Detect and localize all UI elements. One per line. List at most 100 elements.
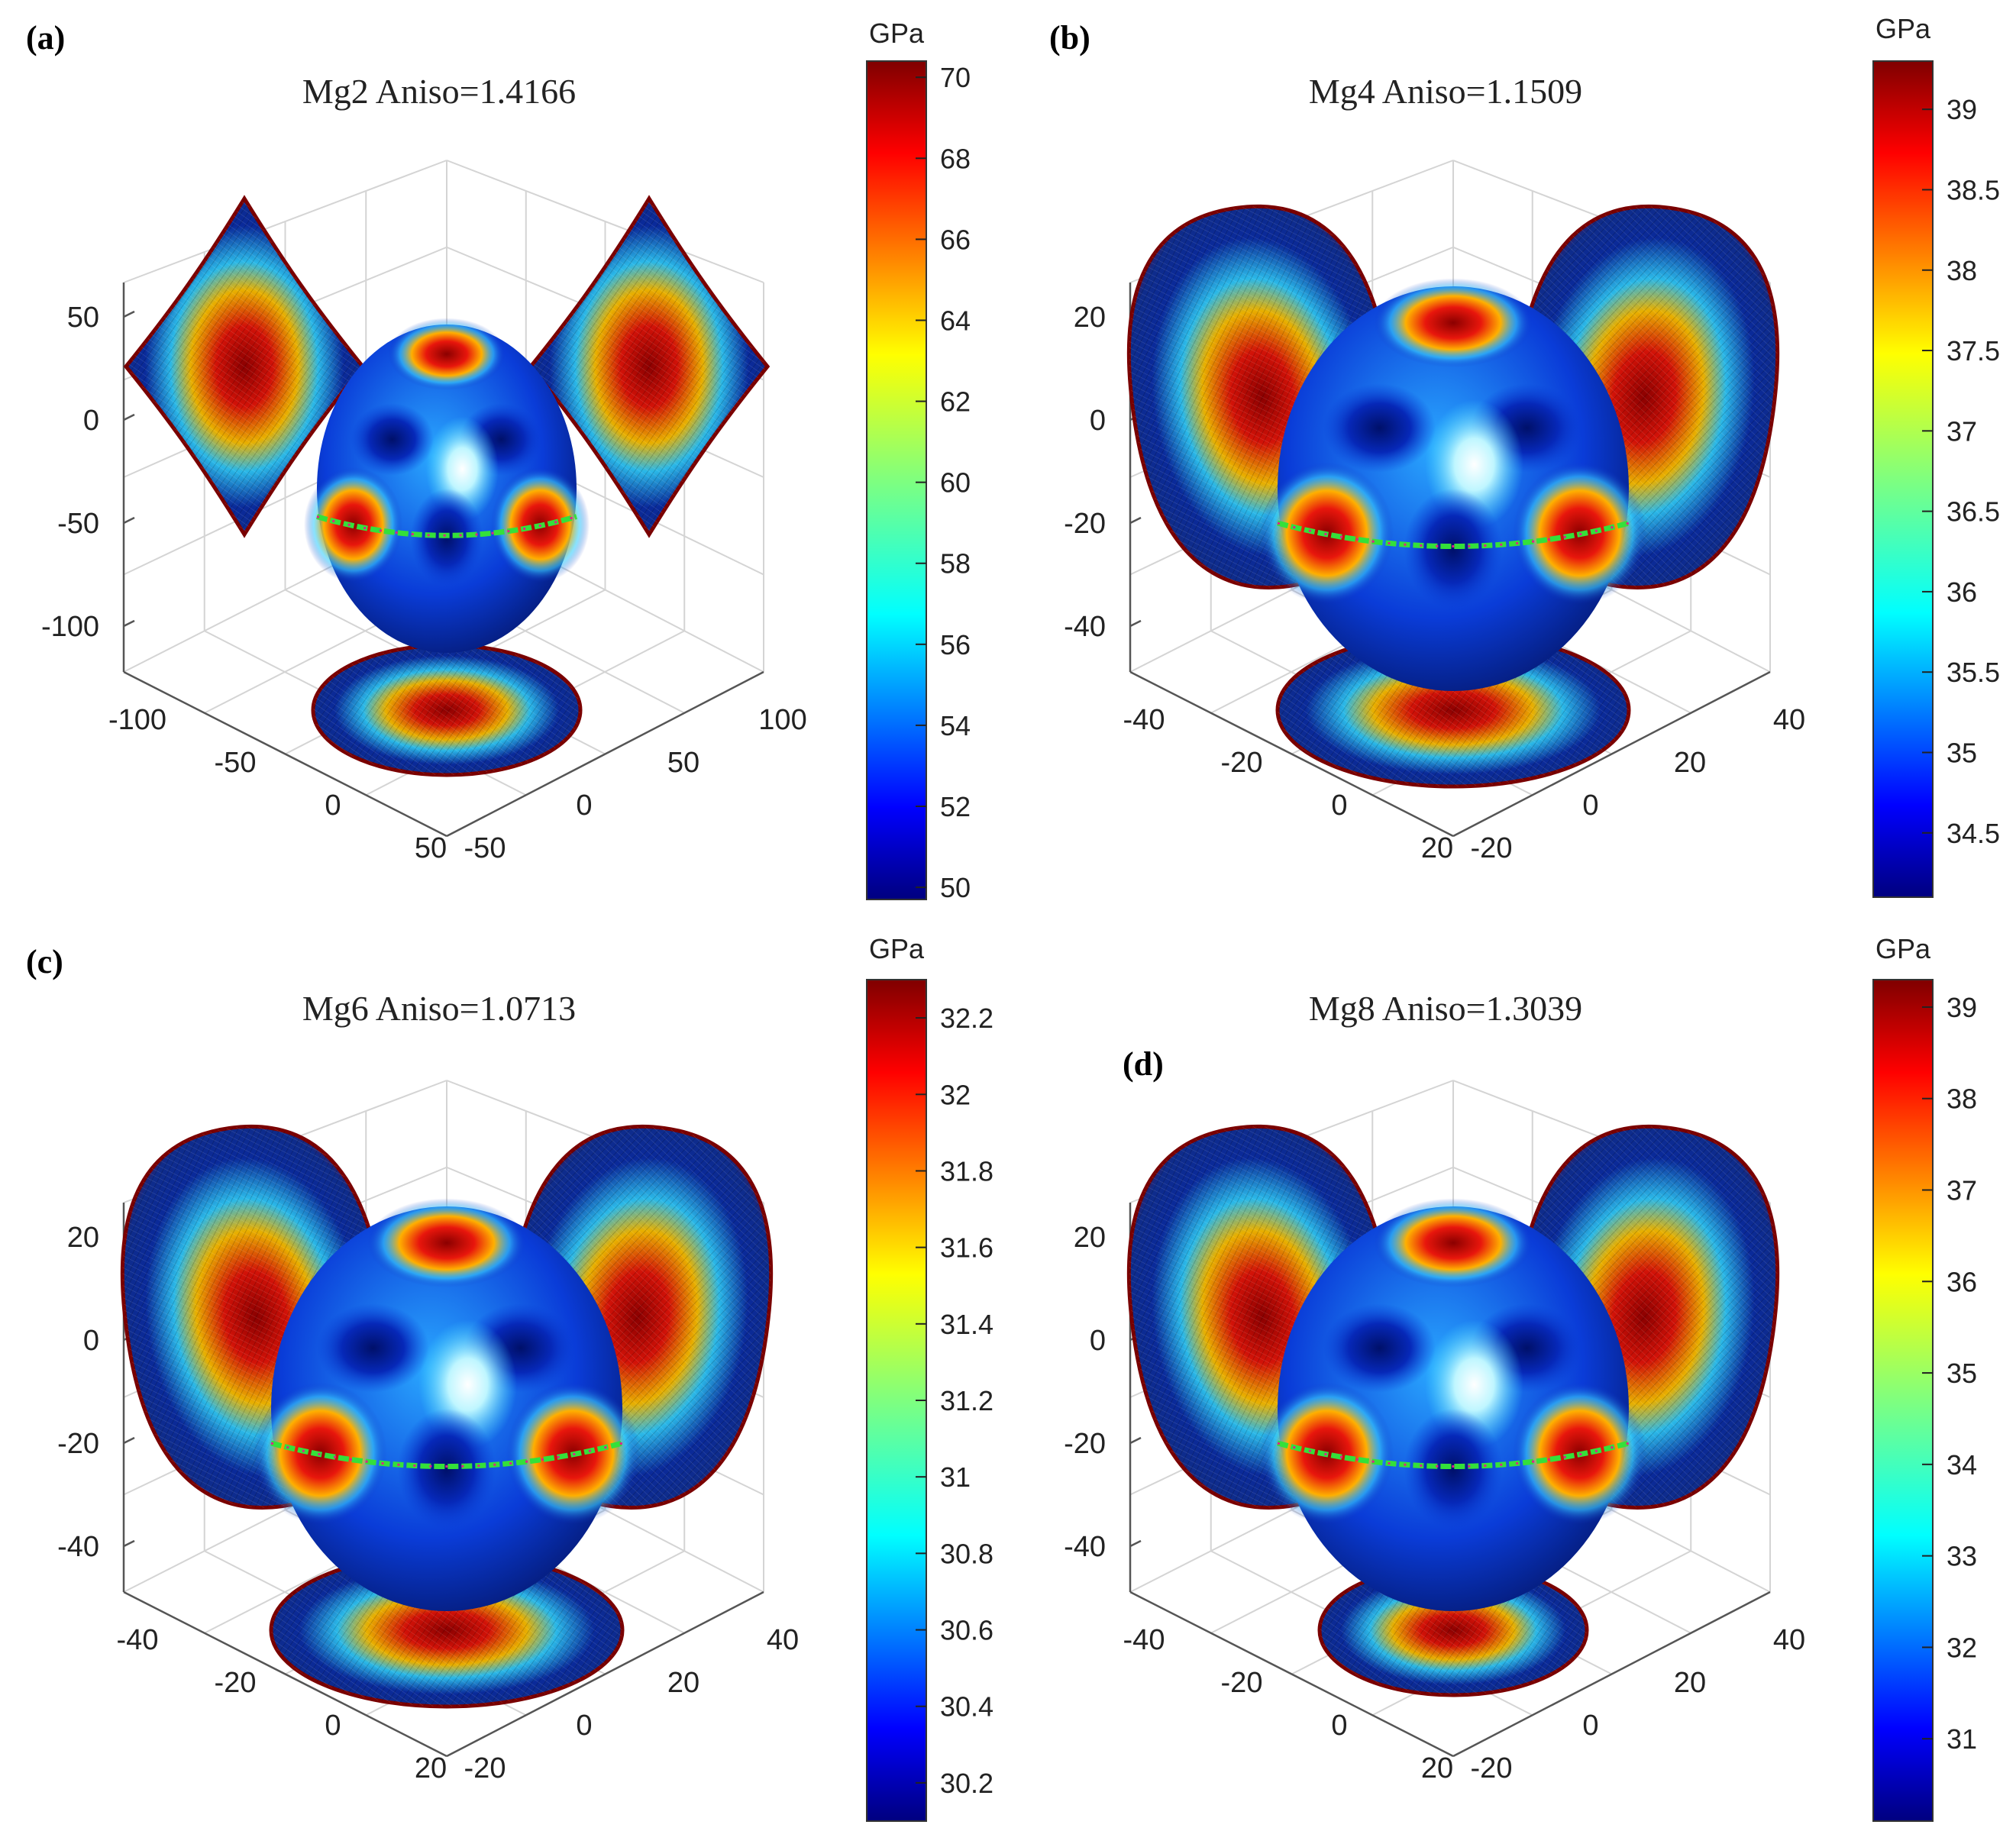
z-tick-label: 0 xyxy=(1090,405,1106,437)
panel-title: Mg4 Aniso=1.1509 xyxy=(1309,72,1582,111)
y-tick-label: 20 xyxy=(1674,1667,1706,1699)
x-tick-label: 0 xyxy=(325,790,341,822)
central-surface xyxy=(304,318,590,653)
z-tick-label: -20 xyxy=(1064,508,1106,540)
x-tick-label: -20 xyxy=(215,1667,257,1699)
colorbar-tick-label: 37 xyxy=(1947,1175,1977,1206)
panel-label: (c) xyxy=(26,943,63,980)
colorbar-tick-label: 50 xyxy=(940,872,971,903)
x-axis xyxy=(1129,1590,1454,1758)
projection-bottom xyxy=(311,643,583,777)
y-tick-label: -20 xyxy=(1471,832,1513,864)
central-surface xyxy=(254,1198,640,1611)
z-tick-label: 20 xyxy=(67,1222,99,1254)
colorbar-tick-label: 31 xyxy=(1947,1723,1977,1755)
colorbar-tick-label: 31.2 xyxy=(940,1385,993,1416)
colorbar: GPa 39 38 37 36 35 34 33 32 31 xyxy=(1872,933,1977,1822)
colorbar-tick-label: 52 xyxy=(940,791,971,822)
colorbar: GPa 39 38.5 38 37.5 37 36.5 36 35.5 35 34.5 xyxy=(1872,13,2000,898)
colorbar-tick-label: 64 xyxy=(940,305,971,336)
colorbar-tick-label: 56 xyxy=(940,629,971,660)
z-tick-label: 0 xyxy=(83,405,99,437)
panel-label: (a) xyxy=(26,19,65,57)
y-tick-label: 20 xyxy=(1674,747,1706,779)
x-axis xyxy=(123,1590,447,1758)
panel-title: Mg2 Aniso=1.4166 xyxy=(302,72,576,111)
colorbar-tick-label: 31.8 xyxy=(940,1155,993,1187)
colorbar-tick-label: 32 xyxy=(940,1079,971,1110)
colorbar-tick-label: 38.5 xyxy=(1947,174,2000,205)
colorbar-unit: GPa xyxy=(1875,933,1931,964)
z-tick-label: -100 xyxy=(41,611,99,643)
colorbar-tick-label: 39 xyxy=(1947,992,1977,1023)
panel-a: (a) Mg2 Aniso=1.4166 50 0 -50 -100 -100 -50 0 50 1… xyxy=(26,18,971,903)
z-tick-label: -40 xyxy=(57,1531,99,1563)
colorbar-tick-label: 36 xyxy=(1947,1266,1977,1297)
colorbar-tick-label: 31.6 xyxy=(940,1232,993,1264)
colorbar-tick-label: 37.5 xyxy=(1947,335,2000,367)
projection-left xyxy=(123,195,366,538)
y-tick-label: -20 xyxy=(464,1752,506,1784)
colorbar-tick-label: 36 xyxy=(1947,576,1977,608)
panel-c: (c) Mg6 Aniso=1.0713 20 0 -20 -40 -40 -20 0 20 40 2… xyxy=(26,933,993,1822)
colorbar-tick-label: 30.8 xyxy=(940,1538,993,1569)
z-tick-label: -50 xyxy=(57,508,99,540)
central-surface xyxy=(1260,1198,1646,1611)
y-axis xyxy=(446,670,764,838)
x-tick-label: 20 xyxy=(1421,1752,1453,1784)
z-tick-label: -40 xyxy=(1064,1531,1106,1563)
projection-bottom xyxy=(1317,1563,1589,1697)
colorbar-tick-label: 37 xyxy=(1947,415,1977,447)
y-tick-label: 100 xyxy=(758,704,806,736)
colorbar-unit: GPa xyxy=(869,18,925,49)
x-tick-label: 0 xyxy=(1331,790,1347,822)
x-tick-label: -20 xyxy=(1221,747,1263,779)
x-axis xyxy=(1129,670,1454,838)
colorbar: GPa 70 68 66 64 62 60 58 56 54 52 50 xyxy=(866,18,971,903)
x-tick-label: 0 xyxy=(325,1710,341,1742)
colorbar: GPa 32.2 32 31.8 31.6 31.4 31.2 31 30.8 30.6 30.4 3… xyxy=(866,933,993,1822)
central-surface xyxy=(1260,278,1646,691)
z-tick-label: -20 xyxy=(1064,1428,1106,1460)
y-axis xyxy=(1452,1590,1771,1758)
panel-title: Mg8 Aniso=1.3039 xyxy=(1309,989,1582,1028)
x-tick-label: -40 xyxy=(1123,1624,1165,1656)
y-tick-label: 40 xyxy=(1773,1624,1805,1656)
colorbar-tick-label: 54 xyxy=(940,710,971,741)
colorbar-scale xyxy=(866,60,927,900)
z-tick-label: -40 xyxy=(1064,611,1106,643)
panel-label: (b) xyxy=(1049,19,1090,57)
colorbar-tick-label: 38 xyxy=(1947,1083,1977,1115)
colorbar-tick-label: 39 xyxy=(1947,94,1977,125)
panel-b: (b) Mg4 Aniso=1.1509 20 0 -20 -40 -40 -20 0 20 40 2… xyxy=(1049,13,2000,898)
colorbar-tick-label: 35 xyxy=(1947,1358,1977,1389)
z-tick-label: -20 xyxy=(57,1428,99,1460)
colorbar-tick-label: 58 xyxy=(940,548,971,580)
y-axis xyxy=(446,1590,764,1758)
colorbar-tick-label: 33 xyxy=(1947,1541,1977,1572)
colorbar-tick-label: 35 xyxy=(1947,737,1977,768)
colorbar-scale xyxy=(1872,60,1934,898)
y-axis xyxy=(1452,670,1771,838)
colorbar-tick-label: 34.5 xyxy=(1947,818,2000,849)
colorbar-tick-label: 70 xyxy=(940,62,971,93)
colorbar-tick-label: 60 xyxy=(940,467,971,499)
z-tick-label: 50 xyxy=(67,302,99,334)
z-tick-label: 0 xyxy=(83,1325,99,1357)
colorbar-tick-label: 36.5 xyxy=(1947,496,2000,528)
colorbar-unit: GPa xyxy=(869,933,925,964)
colorbar-tick-label: 31 xyxy=(940,1461,971,1493)
colorbar-tick-label: 34 xyxy=(1947,1449,1977,1481)
colorbar-tick-label: 35.5 xyxy=(1947,657,2000,688)
surface-group xyxy=(123,195,771,777)
projection-bottom xyxy=(1275,631,1631,789)
x-tick-label: 50 xyxy=(415,832,447,864)
x-tick-label: 0 xyxy=(1331,1710,1347,1742)
y-tick-label: 0 xyxy=(576,790,592,822)
colorbar-tick-label: 62 xyxy=(940,386,971,418)
x-tick-label: -100 xyxy=(108,704,166,736)
colorbar-tick-label: 38 xyxy=(1947,255,1977,286)
panel-title: Mg6 Aniso=1.0713 xyxy=(302,989,576,1028)
projection-right xyxy=(528,195,771,538)
